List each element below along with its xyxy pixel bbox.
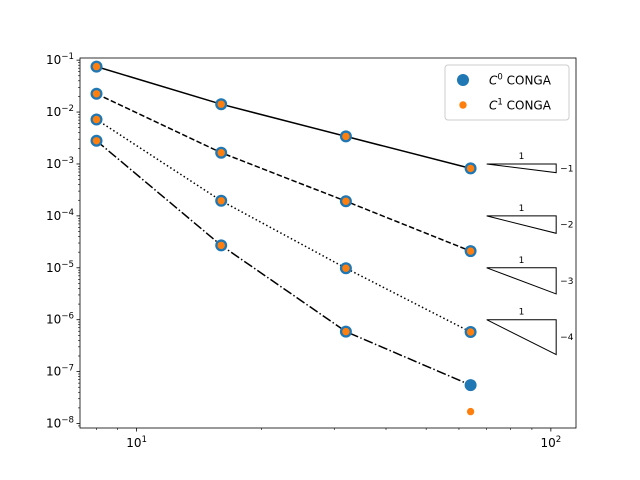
data-point-series1-line1-x8: [92, 90, 101, 98]
slope-triangles: 1 −1 1 −2 1 −3 1 −4: [486, 152, 574, 356]
data-point-series1-line1-x32: [342, 197, 350, 205]
data-points: [90, 60, 477, 416]
slope-triangle-1: [486, 163, 557, 174]
slope-triangle-slope-label: −2: [560, 221, 573, 231]
data-point-series1-line3-x32: [342, 327, 350, 336]
legend-label-series0: C0 CONGA: [489, 73, 552, 88]
slope-triangle-4: [486, 319, 557, 356]
data-point-series1-line2-x32: [342, 264, 350, 272]
data-point-series1-line2-x64: [466, 328, 475, 336]
data-point-series1-line0-x64: [466, 164, 475, 173]
slope-triangle-run-label: 1: [519, 308, 525, 318]
slope-triangle-slope-label: −3: [560, 277, 573, 287]
slope-triangle-run-label: 1: [519, 256, 525, 266]
legend-marker-series1: [459, 101, 467, 109]
slope-triangle-run-label: 1: [519, 204, 525, 214]
legend-marker-series0: [457, 74, 469, 86]
data-point-series1-line2-x16: [217, 197, 225, 205]
slope-triangle-3: [486, 267, 557, 295]
legend-label-series1: C1 CONGA: [489, 98, 552, 113]
data-point-series1-line3-x8: [92, 137, 101, 145]
slope-triangle-slope-label: −4: [560, 333, 574, 343]
y-tick-label: 10−7: [46, 364, 74, 379]
y-tick-label: 10−8: [46, 416, 74, 431]
data-point-series1-line3-x16: [217, 241, 225, 250]
data-point-series1-line2-x8: [92, 115, 101, 124]
data-point-series1-line0-x8: [92, 62, 101, 71]
y-tick-label: 10−5: [46, 260, 74, 275]
data-point-series1-line3-x64: [466, 407, 475, 416]
series-line-dashdot: [96, 140, 471, 386]
legend: C0 CONGA C1 CONGA: [444, 64, 570, 121]
series-line-solid: [96, 65, 471, 170]
slope-triangle-run-label: 1: [519, 152, 525, 162]
data-point-series0-line3-x64: [464, 379, 477, 392]
x-tick-label: 101: [126, 435, 147, 450]
y-tick-label: 10−6: [46, 312, 74, 327]
data-point-series1-line0-x16: [217, 100, 225, 108]
y-tick-label: 10−2: [46, 104, 74, 119]
axis-ticks: 10−8 10−7 10−6 10−5 10−4 10−3 10−2 10−1 101 102: [46, 52, 561, 450]
x-tick-label: 102: [540, 435, 561, 450]
series-line-dashed: [96, 93, 471, 252]
y-tick-label: 10−4: [46, 208, 74, 223]
legend-box: [444, 64, 570, 121]
series-line-dotted: [96, 118, 471, 333]
data-point-series1-line0-x32: [342, 132, 350, 141]
data-point-series1-line1-x16: [217, 149, 225, 157]
slope-triangle-2: [486, 215, 557, 234]
y-tick-label: 10−1: [46, 52, 74, 67]
data-point-series1-line1-x64: [466, 247, 475, 255]
series-lines: [96, 65, 471, 386]
y-tick-label: 10−3: [46, 156, 74, 171]
slope-triangle-slope-label: −1: [560, 164, 573, 174]
